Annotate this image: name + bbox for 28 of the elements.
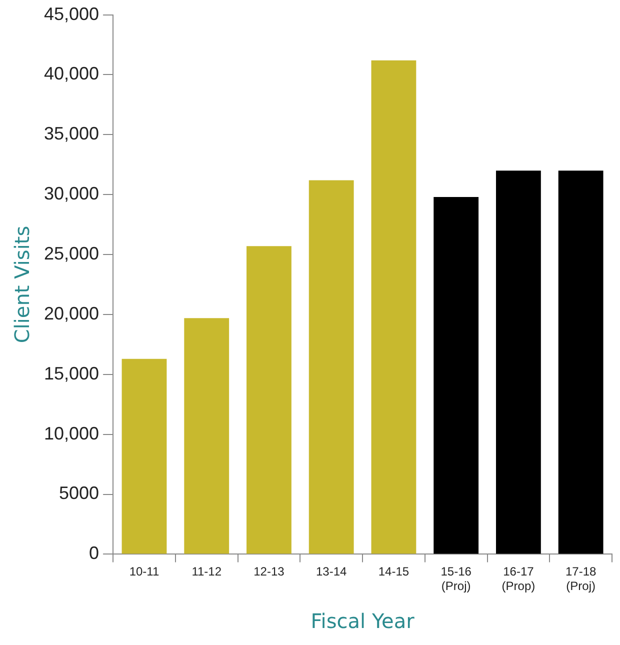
x-tick-label: 17-18 (Proj) [565, 564, 596, 594]
x-tick-label: 14-15 [378, 564, 410, 579]
y-tick-label: 20,000 [44, 303, 100, 324]
y-tick-label: 5000 [59, 483, 100, 504]
y-tick-label: 30,000 [44, 184, 100, 204]
y-tick-label: 10,000 [44, 423, 100, 444]
bar [122, 358, 167, 554]
x-tick-label: 15-16 (Proj) [440, 564, 472, 594]
x-tick-label: 16-17 (Prop) [502, 564, 536, 594]
y-tick-label: 35,000 [44, 124, 100, 144]
x-tick-label: 13-14 [316, 564, 348, 579]
y-axis-title: Client Visits [10, 226, 34, 344]
x-tick-label: 12-13 [254, 564, 285, 579]
y-tick-label: 15,000 [44, 363, 100, 384]
y-tick-label: 25,000 [44, 244, 100, 264]
bar [308, 180, 354, 554]
bar [558, 170, 604, 554]
bar [434, 197, 479, 554]
bar [184, 318, 230, 554]
y-tick-label: 40,000 [44, 64, 100, 84]
y-tick-label: 0 [89, 543, 100, 564]
bar [246, 246, 292, 554]
bar [371, 60, 416, 554]
x-tick-label: 10-11 [129, 564, 160, 579]
y-tick-label: 45,000 [44, 4, 100, 24]
x-axis-title: Fiscal Year [310, 609, 416, 634]
x-tick-label: 11-12 [192, 564, 222, 579]
bar [496, 170, 541, 554]
